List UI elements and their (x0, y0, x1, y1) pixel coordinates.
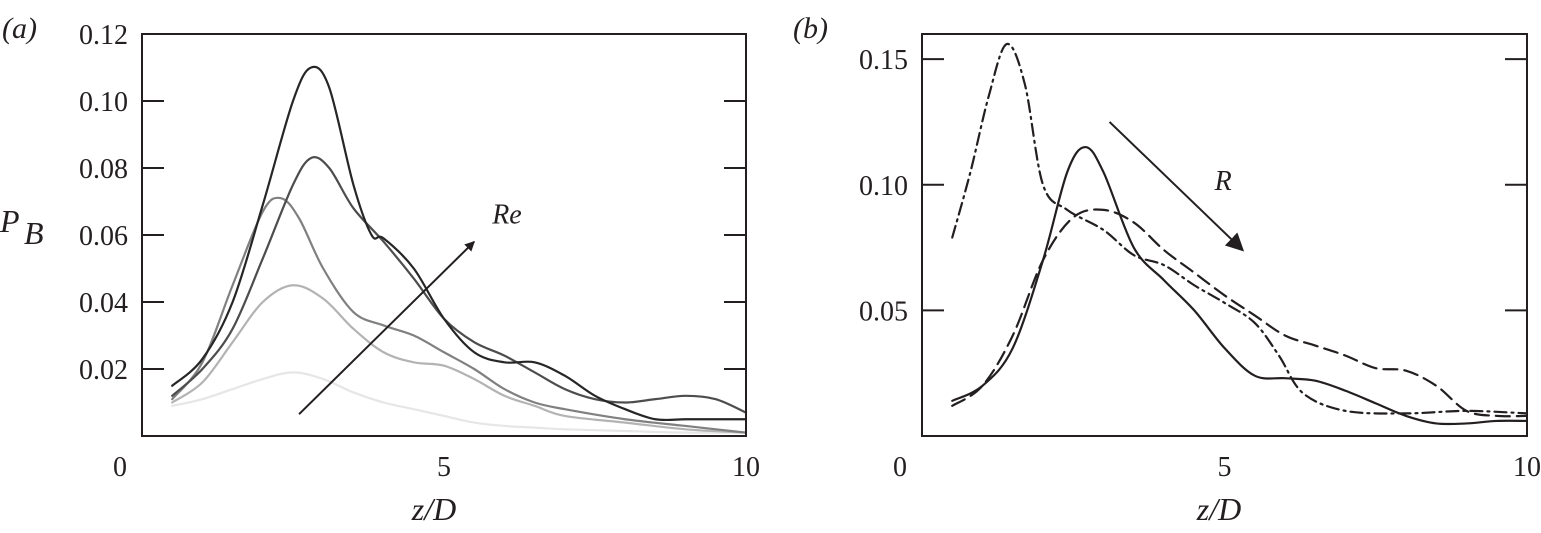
panel-label: (a) (2, 12, 37, 45)
series-line-3 (171, 196, 748, 434)
x-tick-label: 0 (113, 452, 127, 483)
series-line-5 (171, 65, 748, 422)
x-tick-label: 5 (437, 452, 451, 483)
y-tick-label: 0.04 (79, 288, 128, 319)
y-tick-label: 0.06 (79, 221, 128, 252)
x-tick-label: 0 (893, 452, 907, 483)
y-tick-label: 0.12 (79, 20, 128, 51)
x-axis-label: z/D (411, 491, 456, 527)
series-line-2 (171, 284, 748, 434)
y-tick-label: 0.10 (79, 87, 128, 118)
series-line-2 (951, 208, 1529, 418)
series-line-1 (951, 145, 1529, 426)
series-line-1 (171, 371, 748, 434)
y-axis-label-subscript: B (24, 215, 44, 251)
y-tick-label: 0.02 (79, 355, 128, 386)
annotation-arrow (1108, 121, 1245, 252)
plot-frame (921, 33, 1528, 437)
x-axis-label: z/D (1196, 491, 1241, 527)
x-tick-label: 10 (1513, 452, 1541, 483)
y-tick-label: 0.08 (79, 154, 128, 185)
plot-frame (141, 33, 747, 437)
series-line-3 (951, 42, 1529, 415)
annotation-arrow (298, 240, 475, 415)
panel-label: (b) (793, 12, 828, 45)
x-tick-label: 5 (1218, 452, 1232, 483)
series-line-4 (171, 156, 748, 414)
y-tick-label: 0.10 (859, 171, 908, 202)
annotation-label: R (1214, 166, 1232, 197)
panel-a: 0.02 0.04 0.06 0.08 0.10 0.12 0 5 10 (a) z/D P B Re (0, 12, 760, 527)
x-tick-label: 10 (732, 452, 760, 483)
y-axis-label: P (0, 203, 20, 239)
y-tick-label: 0.05 (859, 296, 908, 327)
panel-b: 0.05 0.10 0.15 0 5 10 (b) z/D R (793, 12, 1541, 527)
annotation-label: Re (491, 200, 522, 231)
y-tick-label: 0.15 (859, 45, 908, 76)
